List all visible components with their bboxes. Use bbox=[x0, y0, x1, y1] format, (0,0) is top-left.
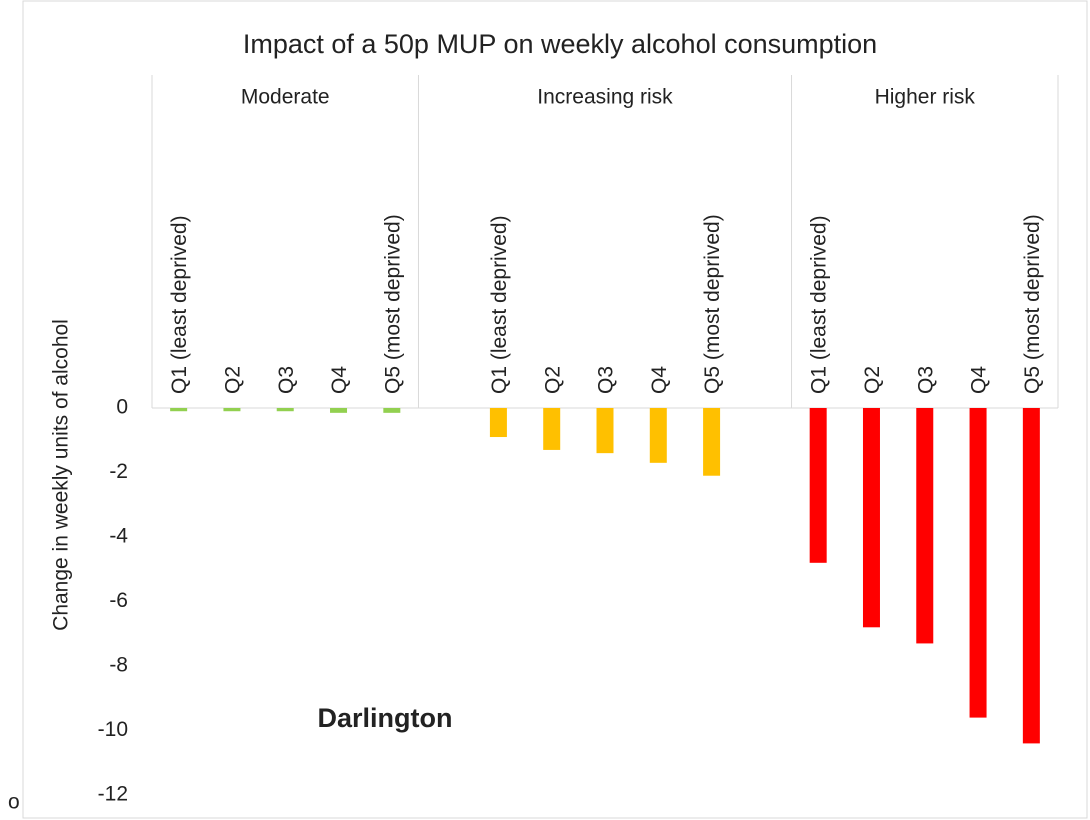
y-tick-label: -8 bbox=[109, 654, 128, 677]
y-tick-label: -6 bbox=[109, 589, 128, 612]
x-tick-label: Q4 bbox=[648, 366, 671, 394]
bar bbox=[383, 408, 401, 413]
bar bbox=[489, 408, 507, 438]
bar bbox=[969, 408, 987, 718]
group-label: Increasing risk bbox=[537, 86, 673, 109]
x-tick-label: Q5 (most deprived) bbox=[701, 214, 724, 394]
x-tick-label: Q2 bbox=[861, 366, 884, 394]
x-tick-label: Q2 bbox=[541, 366, 564, 394]
y-tick-label: -12 bbox=[98, 783, 128, 806]
x-tick-label: Q3 bbox=[914, 366, 937, 394]
x-tick-label: Q2 bbox=[221, 366, 244, 394]
group-label: Higher risk bbox=[875, 86, 976, 109]
bar bbox=[223, 408, 241, 412]
bar bbox=[330, 408, 348, 413]
x-tick-label: Q1 (least deprived) bbox=[488, 215, 511, 394]
bar bbox=[596, 408, 614, 454]
chart-title: Impact of a 50p MUP on weekly alcohol co… bbox=[243, 29, 877, 59]
bar bbox=[809, 408, 827, 563]
x-tick-label: Q4 bbox=[968, 366, 991, 394]
x-tick-label: Q3 bbox=[275, 366, 298, 394]
bar bbox=[1022, 408, 1040, 744]
bar bbox=[170, 408, 188, 412]
x-tick-label: Q3 bbox=[595, 366, 618, 394]
x-tick-label: Q5 (most deprived) bbox=[1021, 214, 1044, 394]
y-axis-label: Change in weekly units of alcohol bbox=[50, 319, 73, 631]
y-tick-label: -2 bbox=[109, 460, 128, 483]
bar bbox=[862, 408, 880, 628]
bar bbox=[276, 408, 294, 412]
y-tick-label: -10 bbox=[98, 718, 128, 741]
x-tick-label: Q5 (most deprived) bbox=[381, 214, 404, 394]
bar bbox=[916, 408, 934, 644]
bar bbox=[543, 408, 561, 450]
bar bbox=[703, 408, 721, 476]
bar bbox=[649, 408, 667, 463]
corner-text: o bbox=[8, 791, 20, 814]
x-tick-label: Q4 bbox=[328, 366, 351, 394]
x-tick-label: Q1 (least deprived) bbox=[168, 215, 191, 394]
x-tick-label: Q1 (least deprived) bbox=[808, 215, 831, 394]
annotation: Darlington bbox=[318, 703, 453, 733]
y-tick-label: 0 bbox=[116, 396, 128, 419]
group-label: Moderate bbox=[241, 86, 330, 109]
y-tick-label: -4 bbox=[109, 525, 128, 548]
